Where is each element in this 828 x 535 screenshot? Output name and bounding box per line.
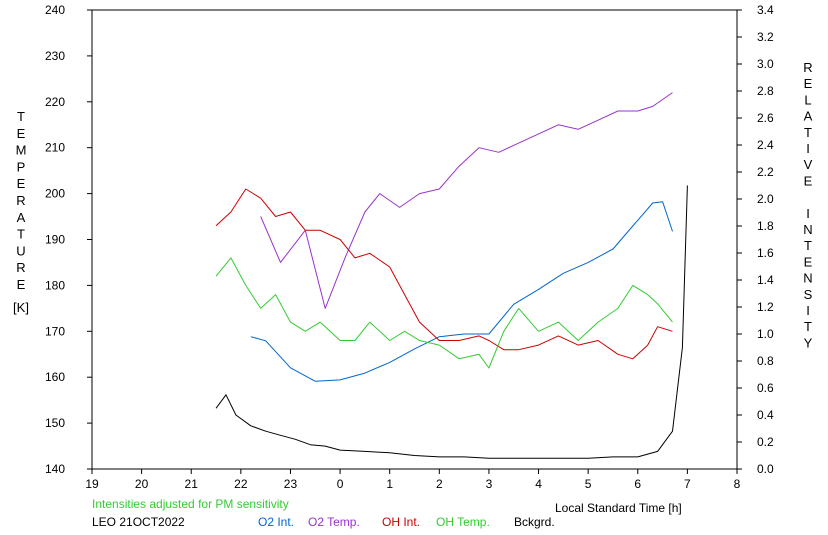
legend-entry-o2-int: O2 Int. — [258, 515, 294, 529]
y-left-label-letter: R — [16, 193, 25, 208]
y-right-label-letter: E — [804, 254, 813, 269]
legend-entry-o2-temp: O2 Temp. — [308, 515, 360, 529]
y-right-tick-label: 2.6 — [757, 111, 774, 125]
y-right-tick-label: 1.6 — [757, 246, 774, 260]
series-line-o2-int — [250, 201, 673, 382]
y-left-tick-label: 240 — [45, 3, 65, 17]
y-left-label-letter: E — [17, 126, 26, 141]
y-left-tick-label: 210 — [45, 141, 65, 155]
y-right-tick-label: 1.0 — [757, 327, 774, 341]
y-left-tick-label: 170 — [45, 324, 65, 338]
y-right-label-letter: T — [804, 238, 812, 253]
y-left-label-letter: M — [16, 143, 27, 158]
y-left-tick-label: 140 — [45, 462, 65, 476]
y-left-tick-label: 230 — [45, 49, 65, 63]
x-tick-label: 8 — [734, 477, 741, 491]
y-left-label-letter: E — [17, 176, 26, 191]
y-left-tick-label: 190 — [45, 233, 65, 247]
x-tick-label: 5 — [585, 477, 592, 491]
y-right-label-letter: E — [804, 76, 813, 91]
y-right-tick-label: 0.6 — [757, 381, 774, 395]
y-axis-right: 0.0 0.2 0.4 0.6 0.8 1.0 1.2 1.4 1.6 1.8 2.0 2.2 2.4 2… — [737, 3, 774, 476]
x-tick-label: 6 — [634, 477, 641, 491]
y-right-label-letter: R — [803, 60, 812, 75]
y-right-tick-label: 3.0 — [757, 57, 774, 71]
y-left-label-letter: E — [17, 277, 26, 292]
y-right-tick-label: 3.4 — [757, 3, 774, 17]
y-left-tick-label: 150 — [45, 416, 65, 430]
y-right-tick-label: 3.2 — [757, 30, 774, 44]
x-tick-label: 0 — [337, 477, 344, 491]
y-right-tick-label: 1.4 — [757, 273, 774, 287]
y-right-tick-label: 2.4 — [757, 138, 774, 152]
y-right-tick-label: 2.2 — [757, 165, 774, 179]
y-left-tick-label: 220 — [45, 95, 65, 109]
series-line-oh-temp — [215, 257, 673, 369]
y-left-label-letter: T — [17, 109, 25, 124]
y-right-tick-label: 0.4 — [757, 408, 774, 422]
y-right-tick-label: 0.8 — [757, 354, 774, 368]
x-axis-label: Local Standard Time [h] — [555, 501, 682, 515]
y-left-label-letter: R — [16, 260, 25, 275]
y-right-label-letter: L — [804, 92, 811, 107]
y-left-label-letter: T — [17, 227, 25, 242]
legend: O2 Int. O2 Temp. OH Int. OH Temp. Bckgrd… — [258, 515, 555, 529]
x-tick-label: 22 — [234, 477, 248, 491]
y-right-label-letter: N — [803, 222, 812, 237]
x-axis: 19 20 21 22 23 0 1 2 3 4 5 6 7 8 — [85, 469, 741, 491]
y-right-label-letter: N — [803, 271, 812, 286]
y-right-label-letter: S — [804, 287, 813, 302]
x-tick-label: 3 — [486, 477, 493, 491]
y-left-tick-label: 200 — [45, 187, 65, 201]
x-tick-label: 21 — [185, 477, 199, 491]
y-left-label-letter: A — [17, 210, 26, 225]
y-right-label-letter: Y — [804, 335, 813, 350]
y-right-tick-label: 0.0 — [757, 462, 774, 476]
y-right-label-letter: E — [804, 173, 813, 188]
y-left-label-letter: P — [17, 159, 26, 174]
x-tick-label: 2 — [436, 477, 443, 491]
y-right-label-letter: A — [804, 109, 813, 124]
y-left-unit: [K] — [13, 300, 29, 315]
x-tick-label: 23 — [284, 477, 298, 491]
y-right-label-letter: I — [806, 206, 810, 221]
y-right-tick-label: 2.8 — [757, 84, 774, 98]
series-lines — [215, 92, 688, 459]
x-tick-label: 19 — [85, 477, 99, 491]
y-right-tick-label: 0.2 — [757, 435, 774, 449]
sensitivity-note: Intensities adjusted for PM sensitivity — [92, 497, 289, 511]
y-left-tick-label: 160 — [45, 370, 65, 384]
y-right-label-letter: I — [806, 303, 810, 318]
y-right-label-letter: V — [804, 157, 813, 172]
legend-entry-bckgrd: Bckgrd. — [514, 515, 555, 529]
x-tick-label: 1 — [386, 477, 393, 491]
y-axis-left: 140 150 160 170 180 190 200 210 220 230 240 — [45, 3, 92, 476]
x-tick-label: 4 — [535, 477, 542, 491]
legend-entry-oh-int: OH Int. — [382, 515, 420, 529]
series-line-bckgrd — [215, 185, 688, 459]
y-right-label-letter: T — [804, 125, 812, 140]
plot-area-border — [91, 9, 738, 470]
series-line-o2-temp — [260, 92, 673, 309]
y-right-tick-label: 1.8 — [757, 219, 774, 233]
plot-frame — [91, 9, 738, 470]
y-left-tick-label: 180 — [45, 278, 65, 292]
x-tick-label: 20 — [135, 477, 149, 491]
series-line-oh-int — [215, 188, 673, 360]
station-date: LEO 21OCT2022 — [92, 515, 185, 529]
y-right-label-letter: T — [804, 319, 812, 334]
y-right-label-letter: I — [806, 141, 810, 156]
y-right-tick-label: 2.0 — [757, 192, 774, 206]
y-left-label-letter: U — [16, 243, 25, 258]
y-right-tick-label: 1.2 — [757, 300, 774, 314]
legend-entry-oh-temp: OH Temp. — [436, 515, 490, 529]
x-tick-label: 7 — [684, 477, 691, 491]
